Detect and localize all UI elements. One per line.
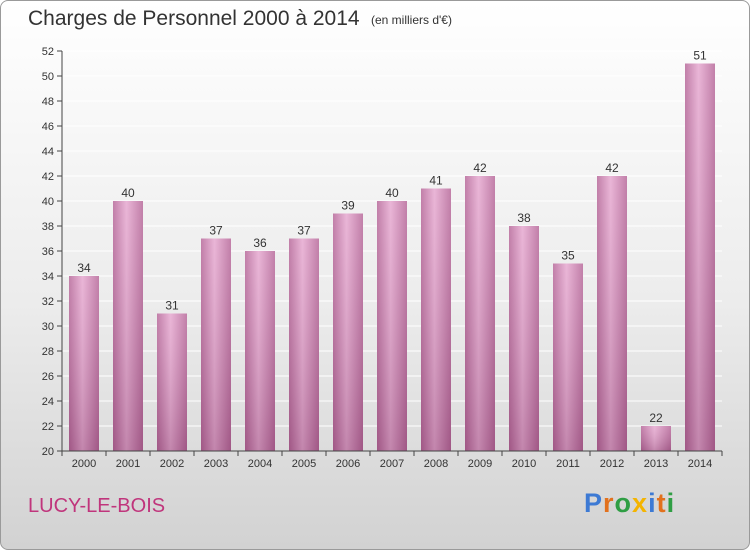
data-label-2014: 51 bbox=[693, 49, 707, 63]
data-labels: 34 40 31 37 36 37 39 40 41 42 38 35 42 22 51 bbox=[77, 49, 707, 426]
logo-letter: t bbox=[656, 488, 667, 518]
x-tick-label-2003: 2003 bbox=[204, 458, 228, 470]
x-tick-label-2007: 2007 bbox=[380, 458, 404, 470]
y-tick-label: 44 bbox=[42, 146, 54, 158]
bar-shade-2004 bbox=[245, 251, 275, 451]
x-tick-label-2013: 2013 bbox=[644, 458, 668, 470]
y-tick-label: 26 bbox=[42, 371, 54, 383]
bar-shade-2013 bbox=[641, 426, 671, 451]
bar-shade-2012 bbox=[597, 176, 627, 451]
y-tick-label: 20 bbox=[42, 446, 54, 458]
data-label-2005: 37 bbox=[297, 224, 311, 238]
place-name: LUCY-LE-BOIS bbox=[28, 495, 166, 517]
y-tick-label: 32 bbox=[42, 296, 54, 308]
x-tick-label-2002: 2002 bbox=[160, 458, 184, 470]
x-tick-label-2014: 2014 bbox=[688, 458, 712, 470]
x-tick-label-2001: 2001 bbox=[116, 458, 140, 470]
chart-subtitle: (en milliers d'€) bbox=[371, 13, 452, 27]
bar-shade-2002 bbox=[157, 313, 187, 451]
bar-shade-2000 bbox=[69, 276, 99, 451]
y-tick-label: 48 bbox=[42, 96, 54, 108]
data-label-2000: 34 bbox=[77, 261, 91, 275]
y-tick-label: 24 bbox=[42, 396, 54, 408]
y-tick-label: 50 bbox=[42, 71, 54, 83]
data-label-2003: 37 bbox=[209, 224, 223, 238]
logo-letter: o bbox=[614, 488, 633, 518]
logo-letter: i bbox=[648, 488, 657, 518]
y-tick-label: 52 bbox=[42, 46, 54, 58]
data-label-2012: 42 bbox=[605, 161, 619, 175]
x-tick-label-2012: 2012 bbox=[600, 458, 624, 470]
bars bbox=[69, 63, 715, 451]
data-label-2006: 39 bbox=[341, 199, 355, 213]
y-tick-label: 34 bbox=[42, 271, 54, 283]
logo-letter: x bbox=[632, 488, 649, 518]
bar-shade-2005 bbox=[289, 238, 319, 451]
y-tick-label: 22 bbox=[42, 421, 54, 433]
x-tick-label-2004: 2004 bbox=[248, 458, 272, 470]
bar-shade-2001 bbox=[113, 201, 143, 451]
y-tick-label: 36 bbox=[42, 246, 54, 258]
x-tick-label-2006: 2006 bbox=[336, 458, 360, 470]
proxiti-logo[interactable]: Proxiti bbox=[584, 488, 675, 519]
data-label-2002: 31 bbox=[165, 299, 179, 313]
chart-title: Charges de Personnel 2000 à 2014 bbox=[28, 7, 360, 30]
y-tick-label: 38 bbox=[42, 221, 54, 233]
bar-shade-2003 bbox=[201, 238, 231, 451]
bar-shade-2008 bbox=[421, 188, 451, 451]
data-label-2008: 41 bbox=[429, 174, 443, 188]
logo-letter: r bbox=[603, 488, 615, 518]
bar-shade-2007 bbox=[377, 201, 407, 451]
bar-shade-2010 bbox=[509, 226, 539, 451]
data-label-2009: 42 bbox=[473, 161, 487, 175]
y-tick-label: 42 bbox=[42, 171, 54, 183]
x-tick-label-2010: 2010 bbox=[512, 458, 536, 470]
bar-shade-2014 bbox=[685, 63, 715, 451]
x-tick-label-2008: 2008 bbox=[424, 458, 448, 470]
x-tick-label-2000: 2000 bbox=[72, 458, 96, 470]
y-tick-label: 46 bbox=[42, 121, 54, 133]
data-label-2007: 40 bbox=[385, 186, 399, 200]
logo-letter: P bbox=[584, 488, 604, 518]
data-label-2013: 22 bbox=[649, 411, 663, 425]
data-label-2011: 35 bbox=[561, 249, 575, 263]
x-tick-label-2011: 2011 bbox=[556, 458, 580, 470]
data-label-2001: 40 bbox=[121, 186, 135, 200]
x-tick-label-2009: 2009 bbox=[468, 458, 492, 470]
axes: 20 22 24 26 28 30 32 34 36 38 40 42 44 46 48 50 52 2000 20… bbox=[42, 46, 723, 470]
bar-shade-2009 bbox=[465, 176, 495, 451]
y-tick-label: 30 bbox=[42, 321, 54, 333]
logo-letter: i bbox=[666, 488, 676, 518]
y-tick-label: 40 bbox=[42, 196, 54, 208]
data-label-2010: 38 bbox=[517, 211, 531, 225]
data-label-2004: 36 bbox=[253, 236, 267, 250]
y-tick-label: 28 bbox=[42, 346, 54, 358]
bar-shade-2006 bbox=[333, 213, 363, 451]
x-tick-label-2005: 2005 bbox=[292, 458, 316, 470]
bar-shade-2011 bbox=[553, 263, 583, 451]
